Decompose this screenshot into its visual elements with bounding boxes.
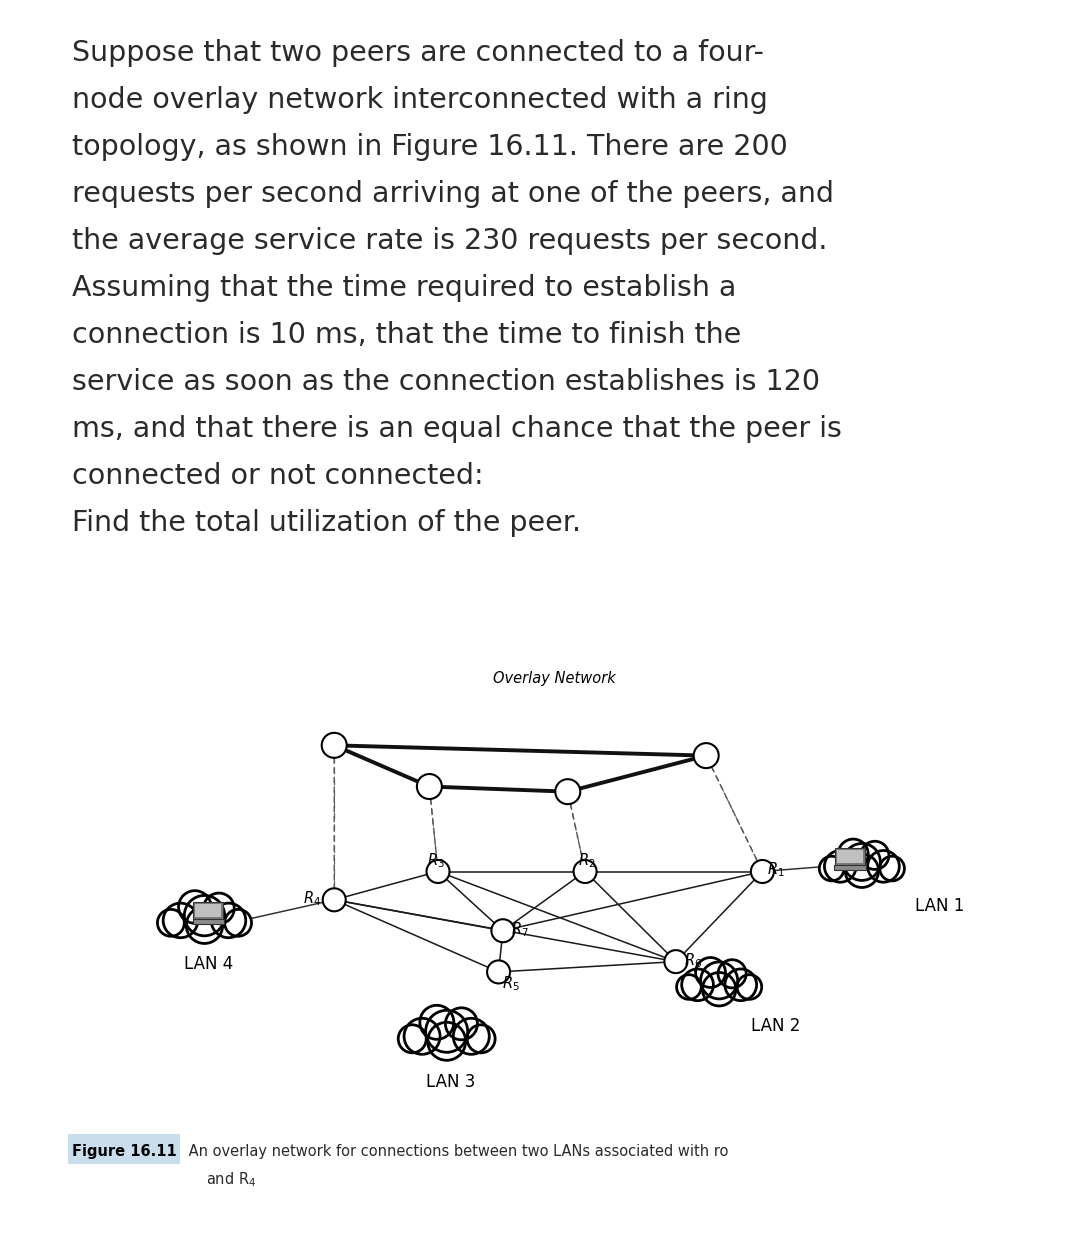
Circle shape (185, 896, 225, 935)
Text: $R_5$: $R_5$ (502, 974, 519, 992)
Circle shape (322, 733, 347, 758)
Circle shape (468, 1024, 495, 1053)
Text: An overlay network for connections between two LANs associated with ro: An overlay network for connections betwe… (184, 1144, 728, 1159)
Circle shape (225, 909, 252, 937)
Circle shape (751, 860, 774, 884)
Text: $R_6$: $R_6$ (685, 951, 702, 970)
Circle shape (573, 860, 596, 884)
Circle shape (323, 888, 346, 912)
Text: ms, and that there is an equal chance that the peer is: ms, and that there is an equal chance th… (72, 415, 842, 443)
Circle shape (186, 907, 222, 944)
Text: connected or not connected:: connected or not connected: (72, 462, 484, 490)
Circle shape (427, 860, 449, 884)
Circle shape (693, 743, 718, 768)
Text: $R_4$: $R_4$ (302, 888, 321, 908)
FancyBboxPatch shape (835, 848, 865, 865)
Circle shape (426, 1011, 468, 1053)
Text: LAN 4: LAN 4 (185, 955, 233, 974)
Circle shape (420, 1006, 454, 1039)
Circle shape (843, 844, 880, 880)
Circle shape (404, 1018, 440, 1054)
FancyBboxPatch shape (193, 902, 224, 919)
Text: $R_2$: $R_2$ (578, 850, 595, 870)
Circle shape (158, 909, 185, 937)
Text: requests per second arriving at one of the peers, and: requests per second arriving at one of t… (72, 180, 834, 209)
Circle shape (725, 969, 757, 1001)
Circle shape (399, 1024, 427, 1053)
Text: Suppose that two peers are connected to a four-: Suppose that two peers are connected to … (72, 39, 764, 67)
Text: $R_3$: $R_3$ (428, 850, 445, 870)
Circle shape (846, 854, 879, 887)
Text: service as soon as the connection establishes is 120: service as soon as the connection establ… (72, 368, 820, 396)
FancyBboxPatch shape (192, 919, 225, 923)
Circle shape (696, 958, 726, 987)
Text: topology, as shown in Figure 16.11. There are 200: topology, as shown in Figure 16.11. Ther… (72, 133, 787, 160)
Circle shape (867, 850, 900, 882)
Text: connection is 10 ms, that the time to finish the: connection is 10 ms, that the time to fi… (72, 321, 741, 349)
Circle shape (702, 972, 735, 1006)
Circle shape (664, 950, 687, 974)
Circle shape (880, 856, 904, 881)
Circle shape (445, 1008, 477, 1040)
Text: node overlay network interconnected with a ring: node overlay network interconnected with… (72, 86, 768, 114)
Circle shape (838, 839, 868, 869)
Text: LAN 3: LAN 3 (427, 1074, 475, 1091)
Text: LAN 2: LAN 2 (751, 1017, 800, 1035)
Circle shape (718, 960, 746, 988)
Circle shape (428, 1022, 465, 1060)
Circle shape (487, 960, 510, 983)
FancyBboxPatch shape (195, 905, 221, 917)
Text: and R$_4$: and R$_4$ (206, 1170, 256, 1190)
FancyBboxPatch shape (837, 850, 863, 863)
Circle shape (701, 963, 738, 998)
Text: $R_7$: $R_7$ (511, 919, 529, 939)
Circle shape (824, 850, 856, 882)
Circle shape (163, 903, 198, 938)
Circle shape (820, 856, 843, 881)
FancyBboxPatch shape (834, 865, 866, 870)
Text: Overlay Network: Overlay Network (494, 671, 617, 686)
Text: Find the total utilization of the peer.: Find the total utilization of the peer. (72, 508, 581, 537)
Circle shape (417, 774, 442, 800)
Circle shape (861, 842, 889, 870)
Circle shape (676, 975, 701, 1000)
Text: the average service rate is 230 requests per second.: the average service rate is 230 requests… (72, 227, 827, 255)
Circle shape (737, 975, 761, 1000)
Text: Assuming that the time required to establish a: Assuming that the time required to estab… (72, 274, 737, 302)
Circle shape (555, 779, 580, 805)
Circle shape (203, 893, 234, 924)
Circle shape (681, 969, 714, 1001)
Circle shape (212, 903, 246, 938)
Circle shape (491, 919, 514, 943)
Text: LAN 1: LAN 1 (915, 897, 964, 916)
Text: $R_1$: $R_1$ (768, 860, 785, 880)
Circle shape (454, 1018, 489, 1054)
Circle shape (178, 891, 212, 923)
Text: Figure 16.11: Figure 16.11 (72, 1144, 177, 1159)
FancyBboxPatch shape (68, 1134, 180, 1164)
